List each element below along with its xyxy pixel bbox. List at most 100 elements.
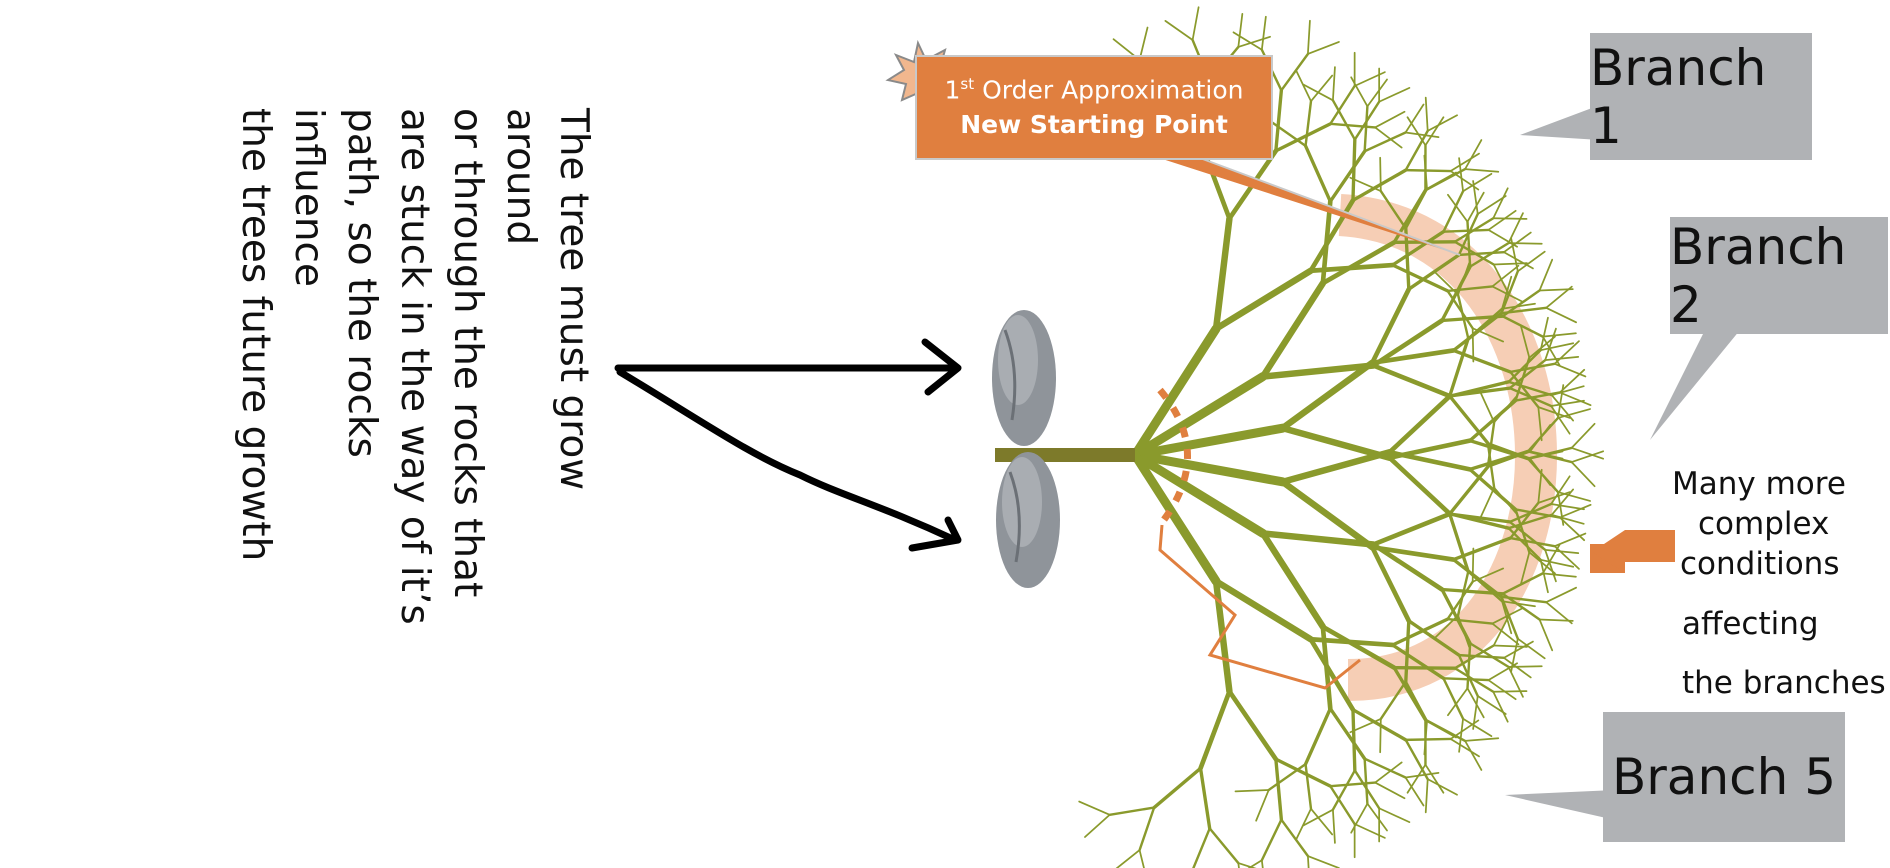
tree-branch xyxy=(1084,813,1111,838)
tree-branch xyxy=(1526,446,1573,460)
tree-branch xyxy=(1130,450,1268,538)
tree-branch xyxy=(1350,76,1369,108)
tree-branch xyxy=(1507,242,1543,245)
tree-branch xyxy=(1558,368,1586,394)
tree-branch xyxy=(1370,511,1452,547)
tree-branch xyxy=(1510,237,1519,273)
approximation-line2: New Starting Point xyxy=(960,110,1228,140)
tree-branch xyxy=(1329,84,1356,126)
tree-branch xyxy=(1387,449,1473,472)
tree-branch xyxy=(1550,385,1585,396)
tree-branch xyxy=(1479,486,1496,519)
tree-branch xyxy=(1267,118,1307,148)
approximation-label: 1st Order Approximation New Starting Poi… xyxy=(915,55,1273,160)
tree-branch xyxy=(1374,781,1406,800)
tree-branch xyxy=(1491,607,1523,625)
tree-branch xyxy=(1447,380,1511,398)
tree-branch xyxy=(1509,362,1556,374)
tree-branch xyxy=(1307,855,1340,868)
tree-branch xyxy=(1390,617,1450,647)
tree-branch xyxy=(1514,508,1562,519)
tree-branch xyxy=(1404,168,1452,173)
tree-branch xyxy=(1458,157,1464,193)
arrow-upper-head xyxy=(921,338,962,396)
tree-branch xyxy=(1369,544,1412,624)
conditions-line-4: affecting xyxy=(1682,606,1819,642)
tree-branch xyxy=(1541,332,1577,338)
tree-branch xyxy=(1447,465,1490,516)
tree-branch xyxy=(1152,766,1203,810)
tree-branch xyxy=(1307,41,1340,55)
branch5-callout: Branch 5 xyxy=(1603,712,1845,842)
tree-branch xyxy=(1198,766,1212,831)
tree-branch xyxy=(1423,154,1428,190)
tree-branch xyxy=(1539,342,1575,352)
tree-branch xyxy=(1509,536,1556,548)
tree-branch xyxy=(1492,690,1509,723)
approximation-line1-text: Order Approximation xyxy=(974,75,1244,105)
tree-branch xyxy=(1541,543,1561,575)
tree-branch xyxy=(1424,763,1445,794)
tree-branch xyxy=(1374,126,1403,149)
tree-branch xyxy=(1519,324,1531,359)
tree-branch xyxy=(1544,355,1580,362)
tree-branch xyxy=(1164,19,1194,41)
tree-branch xyxy=(1492,644,1528,648)
tree-branch xyxy=(1449,152,1480,172)
tree-branch xyxy=(1208,827,1240,865)
tree-branch xyxy=(1369,286,1412,366)
tree-branch xyxy=(1486,421,1496,468)
tree-branch xyxy=(1108,806,1156,816)
tree-branch xyxy=(1404,737,1452,742)
tree-branch xyxy=(1479,391,1496,424)
tree-branch xyxy=(1426,114,1458,132)
tree-branch xyxy=(1471,567,1505,583)
tree-branch xyxy=(1462,717,1493,738)
tree-branch xyxy=(1453,644,1495,670)
tree-branch xyxy=(1457,212,1479,257)
tree-branch xyxy=(1466,642,1472,690)
tree-branch xyxy=(1447,512,1512,524)
tree-branch xyxy=(1280,818,1310,858)
tree-branch xyxy=(1538,618,1574,622)
tree-branch xyxy=(1545,306,1578,324)
tree-branch xyxy=(1467,307,1504,340)
tree-branch xyxy=(1390,263,1450,293)
tree-branch xyxy=(1255,789,1270,822)
tree-branch xyxy=(1212,267,1314,333)
tree-branch xyxy=(1078,800,1111,816)
branch5-pointer xyxy=(1505,790,1615,820)
tree-branch xyxy=(1516,637,1546,660)
tree-branch xyxy=(1570,450,1605,463)
tree-branch xyxy=(1447,394,1490,445)
tree-branch xyxy=(1447,687,1469,717)
tree-branch xyxy=(1539,316,1549,352)
tree-branch xyxy=(1456,570,1470,617)
tree-branch xyxy=(1466,220,1472,268)
tree-branch xyxy=(1424,718,1467,743)
tree-branch xyxy=(1260,818,1283,862)
approximation-pointer xyxy=(1150,155,1460,255)
tree-branch xyxy=(1493,396,1517,424)
tree-branch xyxy=(1471,547,1475,583)
tree-branch xyxy=(1502,231,1532,254)
tree-branch xyxy=(1304,762,1313,810)
tree-branch xyxy=(1507,380,1553,397)
tree-branch xyxy=(1457,250,1506,257)
tree-branch xyxy=(1404,226,1411,291)
tree-branch xyxy=(1320,199,1333,286)
tree-branch xyxy=(1492,187,1509,220)
tree-branch xyxy=(1332,808,1336,844)
tree-branch xyxy=(1544,327,1557,362)
tree-branch xyxy=(1451,536,1513,562)
tree-branch xyxy=(1446,617,1494,625)
tree-branch xyxy=(1274,757,1284,822)
dotted-arc xyxy=(1157,387,1191,528)
tree-branch xyxy=(1310,807,1334,836)
tree-branch xyxy=(1308,636,1356,712)
tree-branch xyxy=(1426,171,1457,190)
tree-branch xyxy=(1502,251,1534,270)
tree-branch xyxy=(1570,447,1605,460)
tree-branch xyxy=(1557,408,1591,419)
tree-branch xyxy=(1424,96,1429,132)
